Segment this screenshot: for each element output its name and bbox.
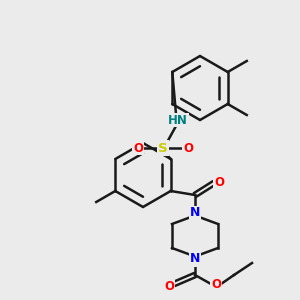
Text: HN: HN <box>168 113 188 127</box>
Text: N: N <box>190 253 200 266</box>
Text: O: O <box>183 142 193 154</box>
Text: S: S <box>158 142 168 154</box>
Text: N: N <box>190 206 200 220</box>
Text: O: O <box>133 142 143 154</box>
Text: O: O <box>214 176 224 188</box>
Text: O: O <box>164 280 174 292</box>
Text: O: O <box>211 278 221 290</box>
